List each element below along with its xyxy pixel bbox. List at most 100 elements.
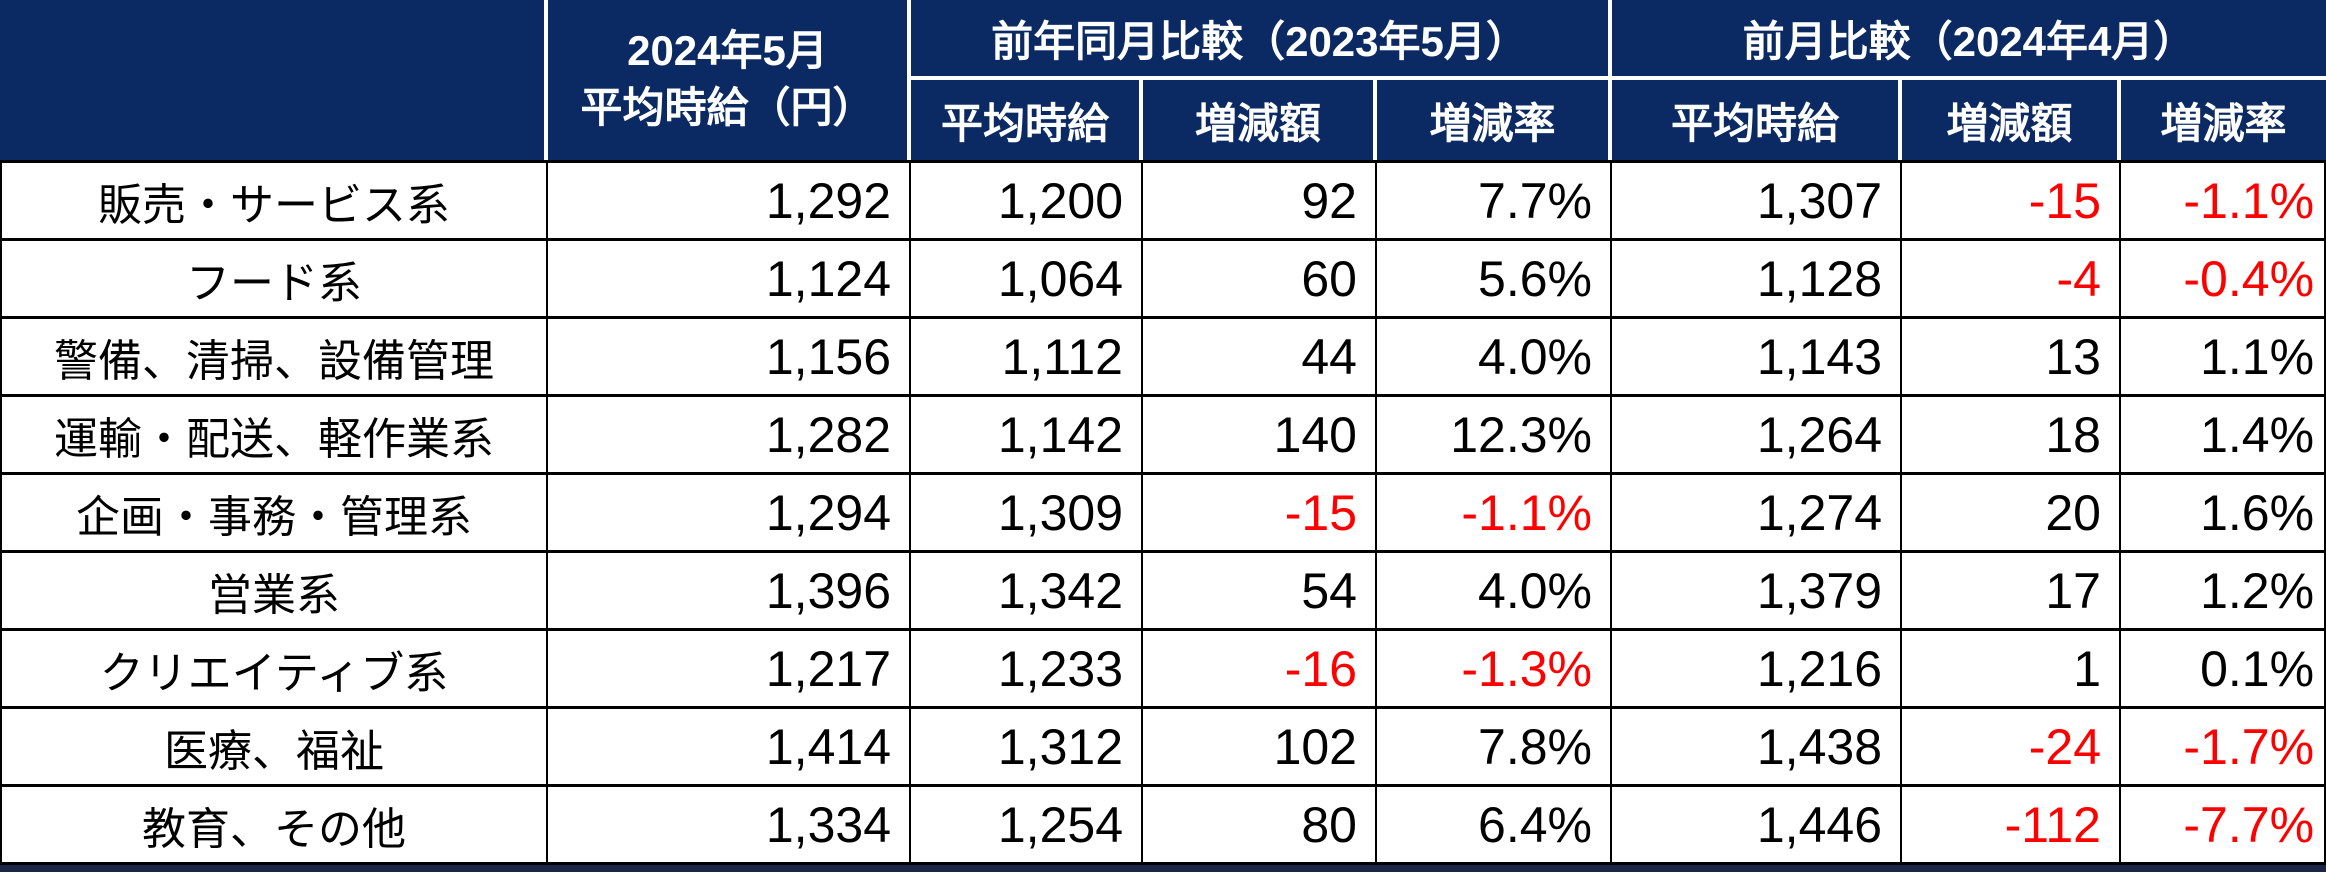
value-cell: 1.6%: [2121, 475, 2326, 553]
subheader-diff-rate-yoy: 増減率: [1377, 80, 1612, 160]
table-row: 営業系 1,396 1,342 54 4.0% 1,379 17 1.2%: [0, 553, 2326, 631]
value-cell: 6.4%: [1377, 787, 1612, 865]
value-cell: -1.3%: [1377, 631, 1612, 709]
category-cell: 医療、福祉: [0, 709, 548, 787]
value-cell: -7.7%: [2121, 787, 2326, 865]
value-cell: 54: [1143, 553, 1377, 631]
value-cell: 140: [1143, 397, 1377, 475]
value-cell: -15: [1902, 160, 2121, 241]
subheader-diff-rate-mom: 増減率: [2121, 80, 2326, 160]
value-cell: 1,396: [548, 553, 911, 631]
value-cell: 80: [1143, 787, 1377, 865]
value-cell: -1.1%: [1377, 475, 1612, 553]
category-cell: 営業系: [0, 553, 548, 631]
table-row: フード系 1,124 1,064 60 5.6% 1,128 -4 -0.4%: [0, 241, 2326, 319]
value-cell: 1,264: [1612, 397, 1902, 475]
value-cell: -0.4%: [2121, 241, 2326, 319]
value-cell: 18: [1902, 397, 2121, 475]
value-cell: 4.0%: [1377, 553, 1612, 631]
value-cell: 1.4%: [2121, 397, 2326, 475]
subheader-diff-amount-yoy: 増減額: [1143, 80, 1377, 160]
value-cell: 1,143: [1612, 319, 1902, 397]
value-cell: 1,233: [911, 631, 1143, 709]
table-row: 医療、福祉 1,414 1,312 102 7.8% 1,438 -24 -1.7%: [0, 709, 2326, 787]
header-may-2024-line2: 平均時給（円）: [580, 84, 875, 131]
table-row: 企画・事務・管理系 1,294 1,309 -15 -1.1% 1,274 20 1.6%: [0, 475, 2326, 553]
value-cell: 1.2%: [2121, 553, 2326, 631]
category-cell: フード系: [0, 241, 548, 319]
table-row: 販売・サービス系 1,292 1,200 92 7.7% 1,307 -15 -1.1%: [0, 160, 2326, 241]
value-cell: 1,254: [911, 787, 1143, 865]
header-group-yoy: 前年同月比較（2023年5月）: [911, 0, 1612, 80]
value-cell: 1,200: [911, 160, 1143, 241]
header-sub-row: 平均時給 増減額 増減率 平均時給 増減額 増減率: [0, 80, 2326, 160]
value-cell: 1,294: [548, 475, 911, 553]
value-cell: 13: [1902, 319, 2121, 397]
value-cell: 1,292: [548, 160, 911, 241]
value-cell: 12.3%: [1377, 397, 1612, 475]
table-row: クリエイティブ系 1,217 1,233 -16 -1.3% 1,216 1 0.1%: [0, 631, 2326, 709]
subheader-avg-wage-mom: 平均時給: [1612, 80, 1902, 160]
value-cell: 17: [1902, 553, 2121, 631]
value-cell: 7.7%: [1377, 160, 1612, 241]
table-bottom-bar: [0, 865, 2326, 872]
value-cell: 1,142: [911, 397, 1143, 475]
value-cell: 1,312: [911, 709, 1143, 787]
header-group-mom: 前月比較（2024年4月）: [1612, 0, 2326, 80]
table-row: 運輸・配送、軽作業系 1,282 1,142 140 12.3% 1,264 18 1.4%: [0, 397, 2326, 475]
value-cell: 1,124: [548, 241, 911, 319]
header-may-2024-avg-wage: 2024年5月 平均時給（円）: [548, 0, 911, 160]
value-cell: 1,128: [1612, 241, 1902, 319]
category-cell: クリエイティブ系: [0, 631, 548, 709]
value-cell: -1.7%: [2121, 709, 2326, 787]
value-cell: 1,309: [911, 475, 1143, 553]
value-cell: -1.1%: [2121, 160, 2326, 241]
value-cell: 1,156: [548, 319, 911, 397]
value-cell: 1,112: [911, 319, 1143, 397]
value-cell: -15: [1143, 475, 1377, 553]
category-cell: 販売・サービス系: [0, 160, 548, 241]
value-cell: -16: [1143, 631, 1377, 709]
value-cell: -24: [1902, 709, 2121, 787]
category-cell: 企画・事務・管理系: [0, 475, 548, 553]
category-cell: 運輸・配送、軽作業系: [0, 397, 548, 475]
category-cell: 教育、その他: [0, 787, 548, 865]
value-cell: 1,274: [1612, 475, 1902, 553]
table-body: 販売・サービス系 1,292 1,200 92 7.7% 1,307 -15 -1.1% フード…: [0, 160, 2326, 865]
value-cell: 1,379: [1612, 553, 1902, 631]
value-cell: 44: [1143, 319, 1377, 397]
value-cell: 1.1%: [2121, 319, 2326, 397]
value-cell: 1,217: [548, 631, 911, 709]
value-cell: 1,438: [1612, 709, 1902, 787]
value-cell: 20: [1902, 475, 2121, 553]
value-cell: 4.0%: [1377, 319, 1612, 397]
value-cell: 92: [1143, 160, 1377, 241]
value-cell: 1,334: [548, 787, 911, 865]
value-cell: 1,282: [548, 397, 911, 475]
corner-cell: [0, 0, 548, 160]
value-cell: -112: [1902, 787, 2121, 865]
value-cell: 1,307: [1612, 160, 1902, 241]
header-may-2024-line1: 2024年5月: [627, 27, 828, 75]
value-cell: 1,216: [1612, 631, 1902, 709]
value-cell: 1: [1902, 631, 2121, 709]
value-cell: 0.1%: [2121, 631, 2326, 709]
category-cell: 警備、清掃、設備管理: [0, 319, 548, 397]
value-cell: 7.8%: [1377, 709, 1612, 787]
table-row: 警備、清掃、設備管理 1,156 1,112 44 4.0% 1,143 13 1.1%: [0, 319, 2326, 397]
subheader-diff-amount-mom: 増減額: [1902, 80, 2121, 160]
header-group-row: 2024年5月 平均時給（円） 前年同月比較（2023年5月） 前月比較（2024…: [0, 0, 2326, 160]
table-row: 教育、その他 1,334 1,254 80 6.4% 1,446 -112 -7.7%: [0, 787, 2326, 865]
value-cell: 1,064: [911, 241, 1143, 319]
value-cell: -4: [1902, 241, 2121, 319]
table-header: 2024年5月 平均時給（円） 前年同月比較（2023年5月） 前月比較（2024…: [0, 0, 2326, 160]
value-cell: 1,414: [548, 709, 911, 787]
value-cell: 1,342: [911, 553, 1143, 631]
subheader-avg-wage-yoy: 平均時給: [911, 80, 1143, 160]
value-cell: 5.6%: [1377, 241, 1612, 319]
value-cell: 60: [1143, 241, 1377, 319]
value-cell: 102: [1143, 709, 1377, 787]
value-cell: 1,446: [1612, 787, 1902, 865]
